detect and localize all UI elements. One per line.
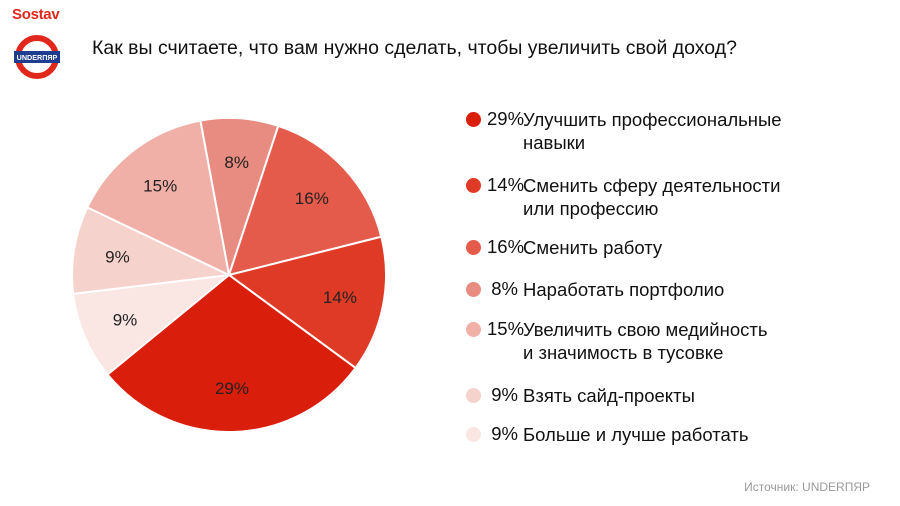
legend-item: 9% Больше и лучше работать bbox=[466, 423, 843, 446]
legend-percent: 14% bbox=[487, 174, 525, 195]
chart-title: Как вы считаете, что вам нужно сделать, … bbox=[92, 37, 737, 59]
legend-item: 8% Наработать портфолио bbox=[466, 278, 843, 301]
pie-slice bbox=[85, 119, 231, 277]
legend-swatch bbox=[466, 178, 481, 193]
slice-value-label: 9% bbox=[113, 310, 138, 329]
legend-swatch bbox=[466, 240, 481, 255]
legend-item: 14% Сменить сферу деятельности или професс… bbox=[466, 174, 843, 220]
legend-percent: 9% bbox=[491, 384, 518, 405]
legend-label: Сменить сферу деятельности или профессию bbox=[523, 175, 781, 219]
legend-label: Взять сайд-проекты bbox=[523, 385, 695, 406]
pie-slice bbox=[106, 273, 357, 433]
legend-label: Наработать портфолио bbox=[523, 279, 725, 300]
brand-logo-text: Sostav bbox=[12, 6, 60, 23]
source-note: Источник: UNDERПЯР bbox=[744, 480, 870, 494]
legend-label: Сменить работу bbox=[523, 237, 663, 258]
legend-item: 16% Сменить работу bbox=[466, 236, 843, 259]
slice-value-label: 16% bbox=[295, 189, 329, 208]
slice-value-label: 29% bbox=[215, 379, 249, 398]
slice-value-label: 14% bbox=[323, 288, 357, 307]
slice-value-label: 15% bbox=[143, 176, 177, 195]
legend-item: 9% Взять сайд-проекты bbox=[466, 384, 843, 407]
legend-percent: 15% bbox=[487, 318, 525, 339]
pie-slice bbox=[227, 124, 383, 277]
legend-item: 29% Улучшить профессиональные навыки bbox=[466, 108, 843, 154]
legend-percent: 16% bbox=[487, 236, 525, 257]
legend-swatch bbox=[466, 388, 481, 403]
legend-item: 15% Увеличить свою медийность и значимость… bbox=[466, 318, 843, 364]
slice-value-label: 9% bbox=[105, 248, 130, 267]
underpr-logo: UNDERПЯР bbox=[14, 35, 60, 79]
legend-label: Улучшить профессиональные навыки bbox=[523, 109, 782, 153]
pie-slice bbox=[71, 206, 233, 295]
legend-swatch bbox=[466, 322, 481, 337]
legend-label: Больше и лучше работать bbox=[523, 424, 749, 445]
legend-percent: 8% bbox=[491, 278, 518, 299]
legend-percent: 9% bbox=[491, 423, 518, 444]
logo-label: UNDERПЯР bbox=[17, 53, 58, 62]
legend-label: Увеличить свою медийность и значимость в … bbox=[523, 319, 768, 363]
legend-swatch bbox=[466, 112, 481, 127]
pie-slice bbox=[226, 235, 387, 370]
slice-value-label: 8% bbox=[224, 153, 249, 172]
legend-swatch bbox=[466, 427, 481, 442]
pie-slice bbox=[72, 273, 233, 376]
legend-percent: 29% bbox=[487, 108, 525, 129]
legend-swatch bbox=[466, 282, 481, 297]
